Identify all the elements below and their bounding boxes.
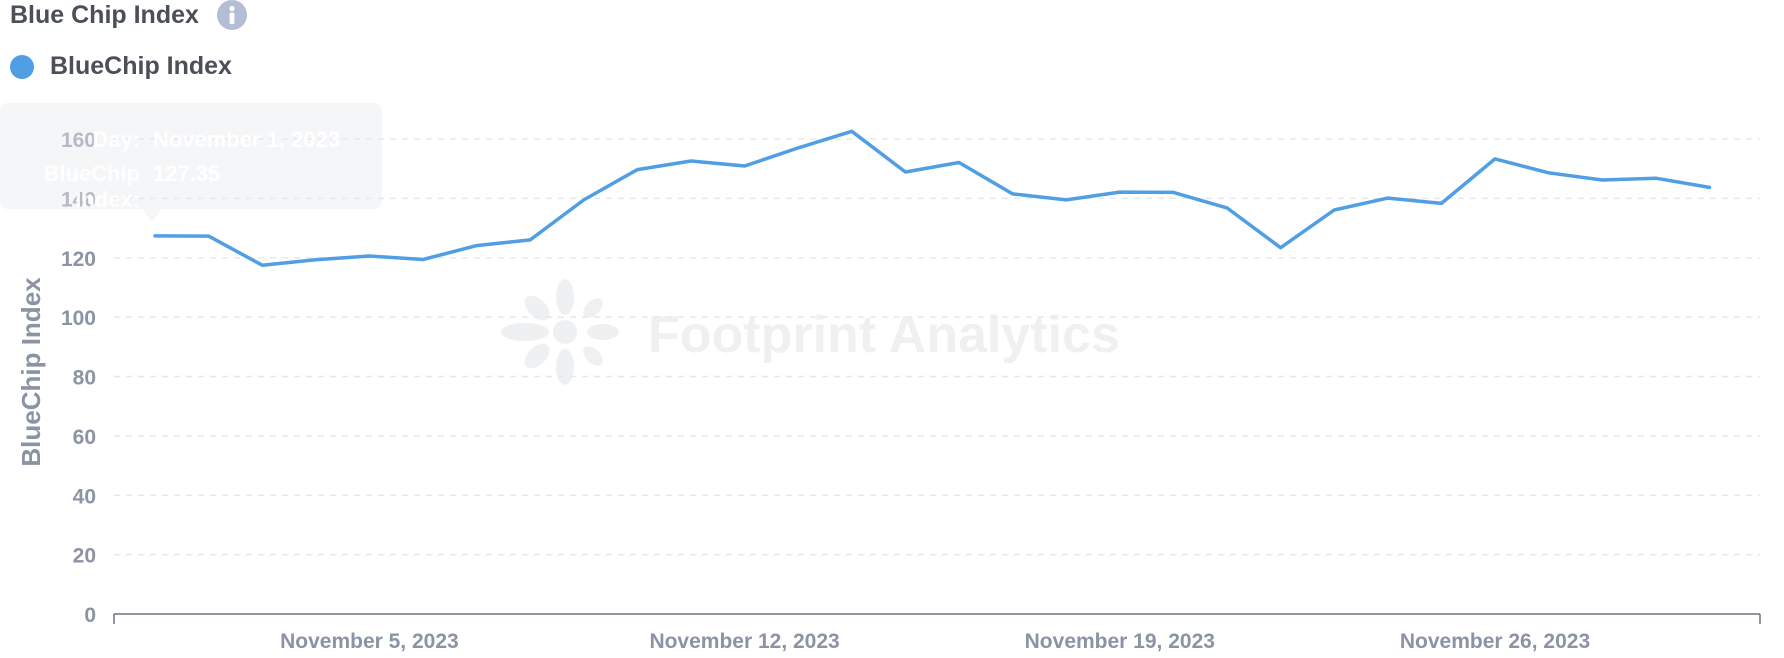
- series-bluechip-index[interactable]: [150, 126, 1714, 270]
- tooltip-index-value: 127.35: [153, 161, 221, 186]
- x-tick-label: November 19, 2023: [1025, 630, 1215, 653]
- watermark-text: Footprint Analytics: [648, 306, 1120, 364]
- grid-lines: [114, 138, 1760, 556]
- x-tick-label: November 12, 2023: [649, 630, 839, 653]
- legend-label: BlueChip Index: [50, 52, 232, 80]
- info-glyph: [229, 5, 235, 24]
- tooltip-date-value: November 1, 2023: [153, 127, 341, 152]
- y-axis-ticks: 0 20 40 60 80 100 120 140 160: [61, 129, 96, 627]
- series-line: [153, 129, 1712, 267]
- chart-header: Blue Chip Index: [10, 0, 247, 30]
- y-tick-label: 160: [61, 129, 96, 152]
- y-axis-title: BlueChip Index: [16, 277, 46, 467]
- y-tick-label: 0: [84, 604, 96, 627]
- footprint-watermark: Footprint Analytics: [501, 279, 1120, 385]
- y-tick-label: 60: [73, 426, 96, 449]
- y-tick-label: 20: [73, 545, 96, 568]
- x-tick-label: November 5, 2023: [280, 630, 459, 653]
- x-tick-label: November 26, 2023: [1400, 630, 1590, 653]
- footprint-logo-icon: [501, 279, 619, 385]
- legend-item-bluechip-index[interactable]: BlueChip Index: [10, 52, 232, 81]
- y-tick-label: 120: [61, 248, 96, 271]
- x-axis: November 5, 2023 November 12, 2023 Novembe…: [113, 613, 1761, 653]
- tooltip-date-key: Day:: [92, 127, 140, 152]
- y-tick-label: 100: [61, 307, 96, 330]
- y-tick-label: 40: [73, 485, 96, 508]
- tooltip: Day: November 1, 2023 BlueChip Index: 12…: [0, 103, 382, 212]
- y-tick-label: 140: [61, 188, 96, 211]
- y-tick-label: 80: [73, 367, 96, 390]
- legend-color-dot: [10, 54, 34, 79]
- tooltip-index-key: BlueChip Index:: [43, 161, 140, 212]
- info-icon[interactable]: [216, 0, 247, 30]
- chart-title: Blue Chip Index: [10, 0, 199, 29]
- tooltip-arrow: [142, 209, 162, 221]
